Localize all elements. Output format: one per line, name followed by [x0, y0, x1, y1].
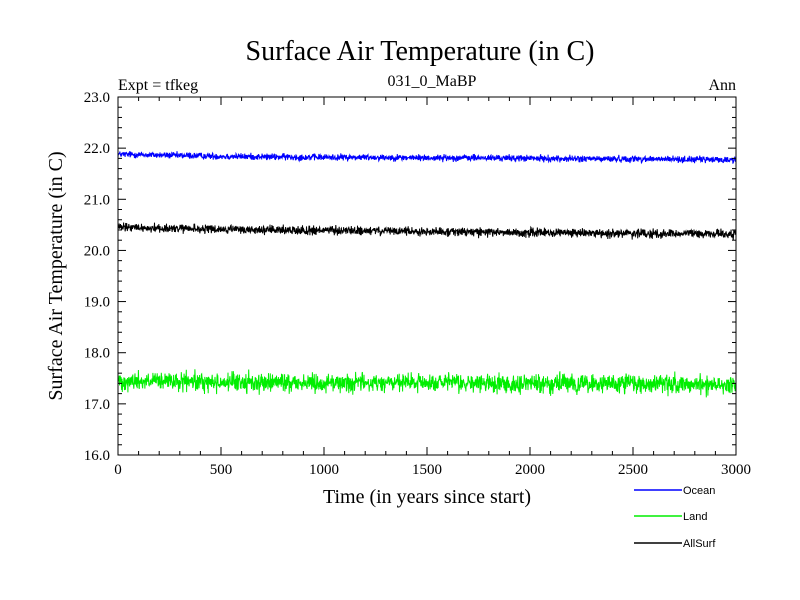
y-tick-label: 16.0 — [84, 448, 110, 464]
legend-label-land: Land — [683, 511, 707, 523]
legend-label-allsurf: AllSurf — [683, 538, 716, 550]
legend-label-ocean: Ocean — [683, 485, 715, 497]
series-line-allsurf — [117, 222, 737, 241]
experiment-label: Expt = tfkeg — [118, 77, 198, 94]
ticks-layer: 0 500 1000 1500 2000 2500 3000 16.0 17.0 18.0 19.0… — [84, 90, 751, 478]
y-tick-label: 18.0 — [84, 346, 110, 362]
y-tick-label: 23.0 — [84, 90, 110, 106]
chart-title: Surface Air Temperature (in C) — [246, 36, 595, 67]
period-label: Ann — [708, 77, 736, 94]
y-axis-label: Surface Air Temperature (in C) — [45, 151, 67, 400]
y-tick-label: 20.0 — [84, 243, 110, 259]
y-tick-label: 22.0 — [84, 141, 110, 157]
series-line-land — [117, 369, 737, 398]
y-tick-label: 17.0 — [84, 397, 110, 413]
series-line-ocean — [117, 151, 737, 165]
y-tick-label: 21.0 — [84, 192, 110, 208]
x-tick-label: 1000 — [309, 462, 339, 478]
series-layer — [117, 151, 737, 398]
chart-subtitle: 031_0_MaBP — [388, 73, 477, 90]
x-tick-label: 2500 — [618, 462, 648, 478]
x-tick-label: 3000 — [721, 462, 751, 478]
plot-frame — [117, 96, 737, 456]
x-tick-label: 500 — [210, 462, 233, 478]
x-tick-label: 2000 — [515, 462, 545, 478]
x-tick-label: 0 — [114, 462, 122, 478]
y-tick-label: 19.0 — [84, 295, 110, 311]
legend: Ocean Land AllSurf — [634, 485, 716, 550]
x-axis-label: Time (in years since start) — [323, 486, 531, 508]
x-tick-label: 1500 — [412, 462, 442, 478]
